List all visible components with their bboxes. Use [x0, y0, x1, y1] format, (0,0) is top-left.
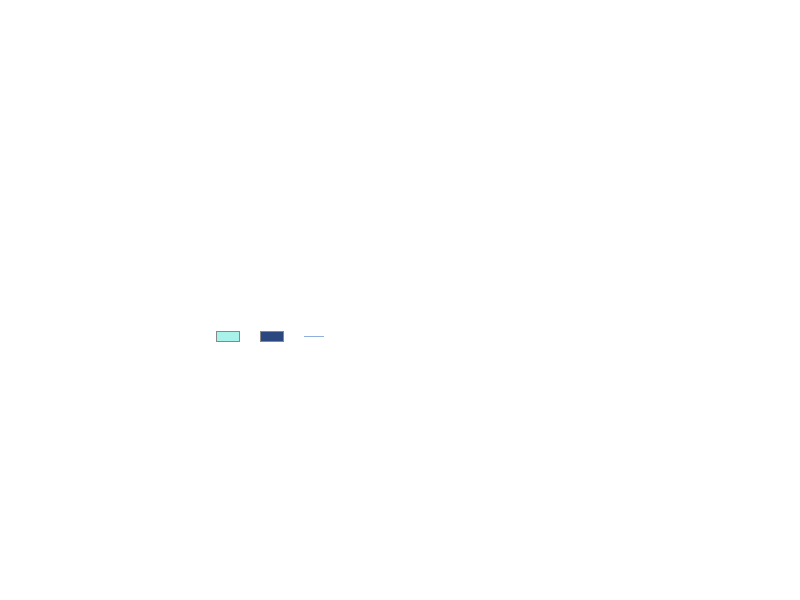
depth-age-plot-b	[297, 64, 504, 305]
map-legend	[216, 331, 338, 342]
glacier-swatch	[216, 331, 240, 342]
guliya-cores-3d	[546, 336, 714, 518]
depth-age-plot-c	[502, 64, 710, 305]
globe-inset	[126, 310, 218, 414]
depth-age-plot-a	[83, 64, 301, 305]
lake-swatch	[260, 331, 284, 342]
guliya-terrain-3d	[390, 338, 546, 502]
river-line-icon	[304, 336, 324, 337]
